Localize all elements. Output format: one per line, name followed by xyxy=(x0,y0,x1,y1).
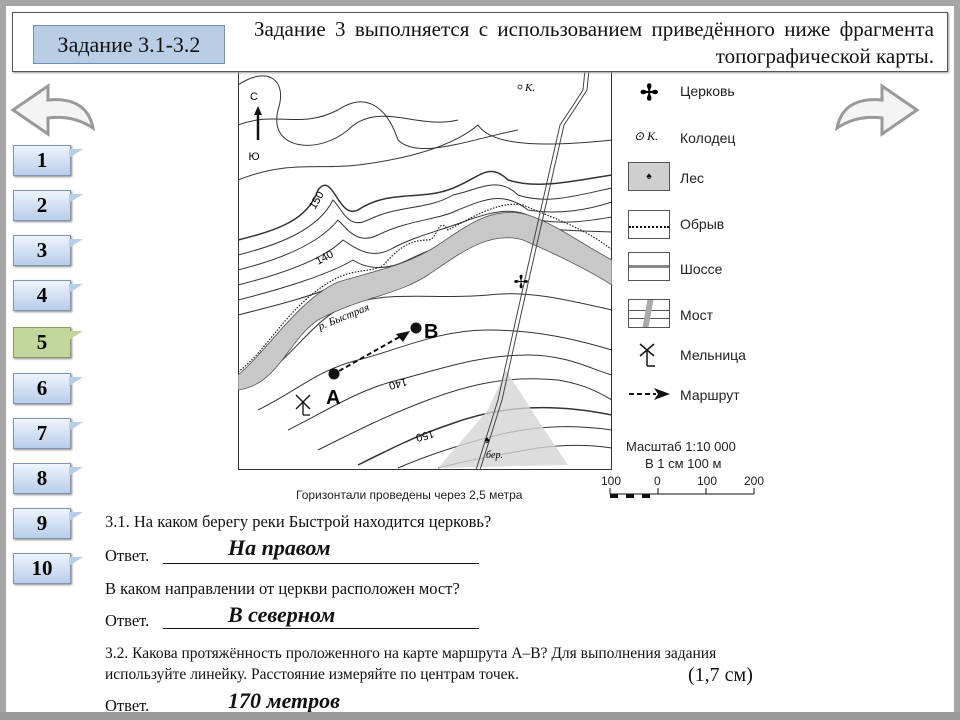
callout-tail xyxy=(69,149,83,158)
route-arrow-icon xyxy=(396,331,410,342)
nav-button-9[interactable]: 9 xyxy=(13,508,83,539)
task-badge: Задание 3.1-3.2 xyxy=(33,25,225,64)
callout-tail xyxy=(69,284,83,293)
callout-tail xyxy=(69,467,83,476)
well-icon: ⊙ К. xyxy=(634,129,659,143)
nav-button-label: 5 xyxy=(36,330,48,354)
nav-button-label: 6 xyxy=(36,376,48,400)
nav-button-label: 3 xyxy=(36,238,48,262)
nav-button-10[interactable]: 10 xyxy=(13,553,83,584)
callout-tail xyxy=(69,331,83,340)
nav-button-label: 2 xyxy=(36,193,48,217)
answer-label-1: Ответ. xyxy=(105,546,150,565)
legend-label-cliff: Обрыв xyxy=(680,216,725,232)
scale-note: В 1 см 100 м xyxy=(645,456,722,471)
legend-label-church: Церковь xyxy=(680,83,735,99)
legend-label-highway: Шоссе xyxy=(680,261,723,277)
scale-tick-0: 0 xyxy=(654,474,661,488)
answer-1: На правом xyxy=(228,535,331,560)
scale-label: Масштаб 1:10 000 xyxy=(626,439,736,454)
route-arrow-icon xyxy=(629,388,670,400)
contour-label-140-lower: 140 xyxy=(387,375,408,391)
question-3-2-line1: 3.2. Какова протяжённость проложенного н… xyxy=(105,645,717,662)
point-a xyxy=(328,368,340,380)
topographic-map: С Ю К. ✢ р. Быстрая 150 140 140 150 А В … xyxy=(238,70,612,470)
contour-label-150-lower: 150 xyxy=(414,427,435,443)
arrow-left-icon[interactable] xyxy=(8,78,98,138)
church-icon: ✢ xyxy=(513,272,528,292)
callout-tail xyxy=(69,377,83,386)
arrow-right-icon[interactable] xyxy=(832,78,922,138)
nav-button-3[interactable]: 3 xyxy=(13,235,83,266)
nav-button-7[interactable]: 7 xyxy=(13,418,83,449)
cliff-icon xyxy=(628,210,670,239)
bridge-icon xyxy=(628,299,670,328)
windmill-icon xyxy=(295,394,311,416)
nav-button-label: 7 xyxy=(36,421,48,445)
callout-tail xyxy=(69,422,83,431)
point-b xyxy=(410,322,422,334)
nav-button-label: 1 xyxy=(36,148,48,172)
callout-tail xyxy=(69,239,83,248)
answer-2: В северном xyxy=(228,602,336,627)
task-intro: Задание 3 выполняется с использованием п… xyxy=(254,17,934,68)
nav-button-2[interactable]: 2 xyxy=(13,190,83,221)
answer-line-2 xyxy=(163,628,479,629)
forest-icon: ♠ xyxy=(628,162,670,191)
answer-label-2: Ответ. xyxy=(105,611,150,630)
scale-bar xyxy=(609,488,755,498)
answer-label-3: Ответ. xyxy=(105,696,150,715)
nav-button-label: 10 xyxy=(31,556,53,580)
callout-tail xyxy=(69,512,83,521)
scale-tick-100: 100 xyxy=(697,474,718,488)
nav-button-8[interactable]: 8 xyxy=(13,463,83,494)
well-symbol: К. xyxy=(647,129,659,143)
legend-label-route: Маршрут xyxy=(680,387,740,403)
scale-tick-200: 200 xyxy=(744,474,765,488)
callout-tail xyxy=(69,194,83,203)
highway-icon xyxy=(628,252,670,281)
nav-button-1[interactable]: 1 xyxy=(13,145,83,176)
point-b-label: В xyxy=(424,321,438,343)
contour-interval-note: Горизонтали проведены через 2,5 метра xyxy=(296,488,523,502)
south-label: Ю xyxy=(248,151,259,163)
windmill-icon xyxy=(639,343,655,367)
question-3-2-line2: используйте линейку. Расстояние измеряйт… xyxy=(105,666,519,683)
point-a-label: А xyxy=(326,387,340,409)
forest-tree-icon: ♠ xyxy=(484,435,490,446)
callout-tail xyxy=(69,557,83,566)
nav-button-6[interactable]: 6 xyxy=(13,373,83,404)
legend-label-bridge: Мост xyxy=(680,307,714,323)
nav-button-label: 4 xyxy=(36,283,48,307)
forest-label: бер. xyxy=(486,450,503,461)
well-icon xyxy=(517,84,523,90)
scale-tick-100-left: 100 xyxy=(601,474,622,488)
measurement-note: (1,7 см) xyxy=(688,664,753,686)
legend-label-windmill: Мельница xyxy=(680,347,746,363)
church-icon: ✢ xyxy=(640,80,659,105)
nav-button-5[interactable]: 5 xyxy=(13,327,83,358)
nav-button-4[interactable]: 4 xyxy=(13,280,83,311)
well-label: К. xyxy=(524,82,535,94)
nav-button-label: 9 xyxy=(36,511,48,535)
question-3-1: 3.1. На каком берегу реки Быстрой находи… xyxy=(105,512,492,531)
bottom-bar xyxy=(0,712,960,720)
answer-line-1 xyxy=(163,563,479,564)
legend-label-forest: Лес xyxy=(680,170,704,186)
question-3-1b: В каком направлении от церкви расположен… xyxy=(105,579,460,598)
north-label: С xyxy=(250,91,258,103)
nav-button-label: 8 xyxy=(36,466,48,490)
answer-3: 170 метров xyxy=(228,688,340,713)
route-line xyxy=(338,334,404,372)
legend-label-well: Колодец xyxy=(680,130,736,146)
